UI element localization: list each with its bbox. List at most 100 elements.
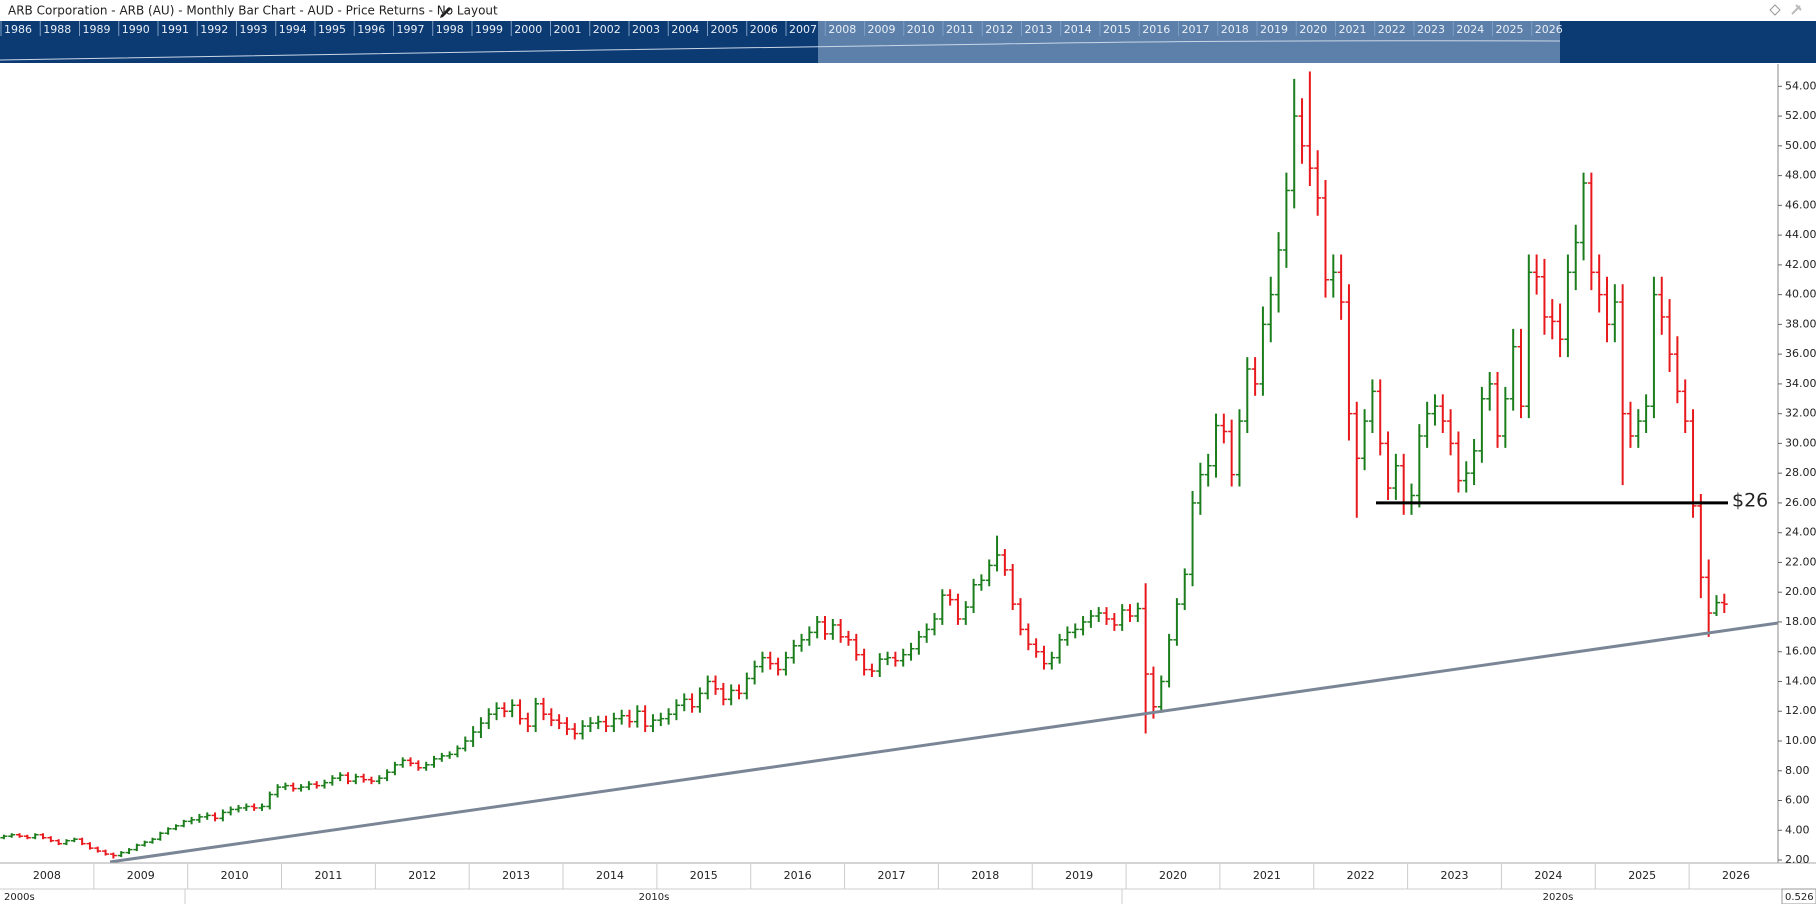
ohlc-bar: [1196, 462, 1204, 515]
navigator-year: 2023: [1417, 23, 1445, 36]
ohlc-bar: [1564, 254, 1572, 358]
x-tick-label: 2012: [408, 869, 436, 882]
edit-icon[interactable]: [440, 7, 451, 18]
ohlc-bar: [321, 779, 329, 789]
ohlc-bar: [62, 839, 70, 846]
ohlc-bar: [78, 837, 86, 846]
x-tick-label: 2014: [596, 869, 624, 882]
ohlc-bar: [868, 663, 876, 678]
navigator-year: 2022: [1378, 23, 1406, 36]
ohlc-bar: [618, 709, 626, 725]
ohlc-bar: [1626, 401, 1634, 448]
ohlc-bar: [1611, 284, 1619, 343]
ohlc-bar: [641, 705, 649, 733]
ohlc-bar: [1392, 453, 1400, 500]
navigator-year: 2018: [1221, 23, 1249, 36]
ohlc-bar: [1689, 409, 1697, 518]
ohlc-bar: [1173, 598, 1181, 646]
navigator-year: 2013: [1025, 23, 1053, 36]
ohlc-bar: [766, 651, 774, 670]
ohlc-bar: [258, 803, 266, 811]
ohlc-bar: [446, 751, 454, 759]
ohlc-bar: [23, 834, 31, 840]
navigator-selection[interactable]: [818, 21, 1560, 63]
ohlc-bar: [884, 651, 892, 666]
ohlc-bar: [235, 804, 243, 813]
ohlc-bar: [500, 702, 508, 718]
ohlc-bar: [1024, 623, 1032, 651]
ohlc-bar: [813, 616, 821, 639]
ohlc-bar: [407, 757, 415, 767]
ohlc-bar: [1087, 610, 1095, 628]
ohlc-bar: [1415, 424, 1423, 508]
ohlc-bar: [1556, 303, 1564, 358]
y-tick-label: 46.00: [1785, 198, 1816, 211]
ohlc-bar: [907, 642, 915, 661]
x-tick-label: 2024: [1534, 869, 1562, 882]
ohlc-bar: [844, 630, 852, 646]
decade-label: 2020s: [1543, 892, 1574, 903]
ohlc-bar: [250, 803, 258, 811]
ohlc-bar: [1290, 78, 1298, 209]
ohlc-bar: [1376, 379, 1384, 456]
ohlc-bar: [360, 773, 368, 783]
navigator-year: 1986: [4, 23, 32, 36]
ohlc-bar: [133, 843, 141, 852]
ohlc-bar: [743, 672, 751, 700]
ohlc-bar: [1634, 409, 1642, 448]
ohlc-bar: [1501, 386, 1509, 448]
ohlc-bar: [938, 589, 946, 625]
navigator-year: 2016: [1142, 23, 1170, 36]
ohlc-bar: [876, 653, 884, 678]
diamond-icon[interactable]: [1769, 4, 1781, 16]
ohlc-bar: [805, 626, 813, 646]
ohlc-bar: [508, 699, 516, 718]
ohlc-bar: [852, 633, 860, 661]
ohlc-bar: [1494, 371, 1502, 448]
ohlc-bar: [1720, 593, 1728, 614]
ohlc-bar: [1001, 549, 1009, 576]
y-tick-label: 22.00: [1785, 555, 1816, 568]
ohlc-bar: [1181, 568, 1189, 611]
ohlc-bar: [391, 761, 399, 776]
ohlc-bar: [1345, 284, 1353, 441]
ohlc-bar: [821, 616, 829, 640]
pin-icon[interactable]: [1791, 4, 1802, 15]
ohlc-bar: [1220, 413, 1228, 444]
ohlc-bar: [751, 660, 759, 685]
navigator-year: 2015: [1103, 23, 1131, 36]
ohlc-bar: [594, 715, 602, 730]
ohlc-bar: [1533, 254, 1541, 295]
ohlc-bar: [242, 803, 250, 811]
ohlc-bar: [954, 593, 962, 625]
ohlc-bar: [1572, 224, 1580, 291]
ohlc-bar: [1040, 645, 1048, 670]
ohlc-bar: [39, 833, 47, 840]
ohlc-bar: [1548, 299, 1556, 340]
chart-title: ARB Corporation - ARB (AU) - Monthly Bar…: [8, 4, 498, 18]
ohlc-bar: [962, 601, 970, 625]
ohlc-bar: [1259, 306, 1267, 396]
ohlc-bar: [782, 651, 790, 676]
ohlc-bar: [281, 782, 289, 791]
x-tick-label: 2021: [1253, 869, 1281, 882]
ohlc-bar: [70, 837, 78, 843]
navigator[interactable]: 1986 1988 1989 1990 1991 1992 1993 1994 1995 1996…: [0, 21, 1816, 63]
navigator-year: 2002: [593, 23, 621, 36]
y-tick-label: 52.00: [1785, 109, 1816, 122]
ohlc-bar: [977, 574, 985, 591]
y-tick-label: 14.00: [1785, 674, 1816, 687]
scale-label: 0.526: [1785, 892, 1814, 903]
ohlc-bar: [94, 846, 102, 853]
y-tick-label: 20.00: [1785, 585, 1816, 598]
scale-box: [1781, 888, 1816, 904]
y-tick-label: 8.00: [1785, 764, 1810, 777]
ohlc-bar: [1587, 172, 1595, 291]
ohlc-bar: [1306, 71, 1314, 187]
navigator-year: 1995: [318, 23, 346, 36]
ohlc-bar: [1110, 613, 1118, 631]
navigator-year: 1992: [200, 23, 228, 36]
navigator-year: 1989: [83, 23, 111, 36]
ohlc-bar: [1267, 276, 1275, 343]
ohlc-bar: [915, 630, 923, 655]
